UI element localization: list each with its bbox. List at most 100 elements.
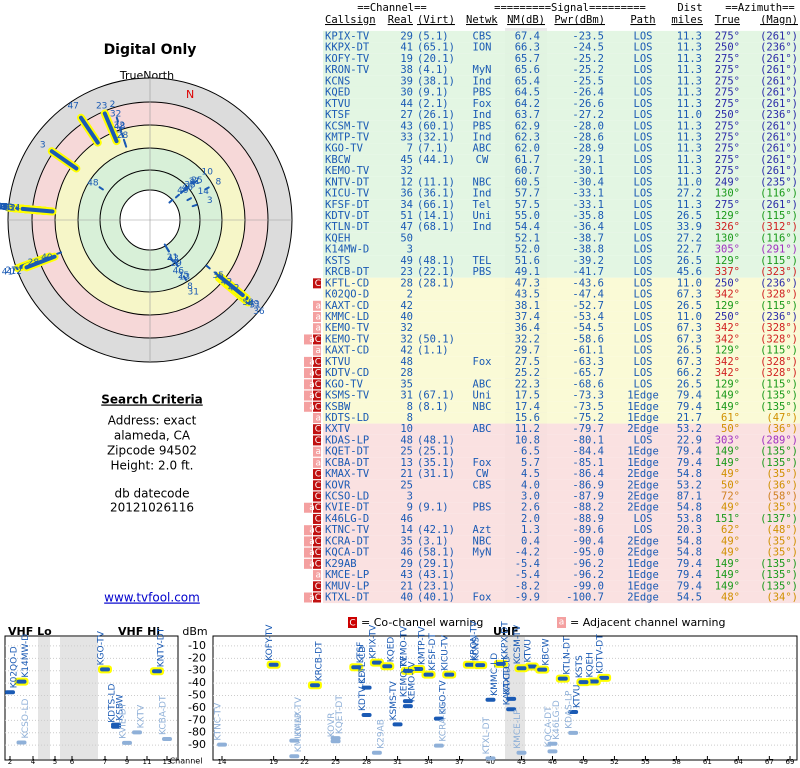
azimuth: 275° [715, 131, 740, 143]
spoke-label: 42 [221, 278, 232, 288]
spoke-label: 28 [117, 131, 129, 141]
network: Azt [473, 524, 492, 536]
azimuth: 149° [715, 569, 740, 581]
spoke-label: 35 [213, 271, 224, 281]
signal-mark [568, 710, 579, 715]
azimuth: 250° [715, 109, 740, 121]
network: NBC [473, 535, 492, 547]
distance: 11.3 [677, 143, 702, 155]
signal-label: KEMO-TV [399, 625, 409, 667]
criteria-heading: Search Criteria [101, 393, 202, 407]
callsign: KICU-TV [325, 188, 370, 200]
magnetic: (261°) [760, 53, 798, 65]
network: Ind [473, 188, 492, 200]
row-bg [323, 42, 800, 54]
row-bg [323, 255, 800, 267]
magnetic: (291°) [760, 244, 798, 256]
power: -88.2 [572, 502, 604, 514]
co-legend: = Co-channel warning [361, 616, 483, 629]
network: Fox [473, 356, 492, 368]
nm: 3.0 [521, 491, 540, 503]
power: -28.6 [572, 131, 604, 143]
distance: 67.3 [677, 333, 702, 345]
warning-box [304, 390, 312, 401]
path: LOS [634, 255, 653, 267]
spoke [204, 186, 210, 191]
header: Netwk [466, 14, 498, 26]
signal-label: KCSM-TV [513, 624, 523, 664]
channel: 3 [407, 244, 413, 256]
spoke-label: 29 [0, 202, 6, 212]
spoke-label: 48 [87, 178, 99, 188]
callsign: KQEH [325, 232, 350, 244]
x-tick-label: 52 [610, 758, 619, 766]
distance: 87.1 [677, 491, 702, 503]
signal-label: KTLN-DT [562, 636, 572, 675]
virtual: (43.1) [417, 569, 455, 581]
band-label: VHF Hi [118, 625, 160, 638]
virtual: (31.1) [417, 468, 455, 480]
azimuth: 72° [721, 491, 740, 503]
nm: 64.2 [515, 98, 540, 110]
magnetic: (137°) [760, 513, 798, 525]
distance: 79.4 [677, 446, 702, 458]
distance: 54.8 [677, 502, 702, 514]
x-tick-label: 34 [424, 758, 433, 766]
signal-mark [392, 722, 403, 727]
callsign: KDTV-DT [325, 210, 370, 222]
azimuth: 342° [715, 367, 740, 379]
row-bg [323, 143, 800, 155]
channel: 8 [407, 412, 413, 424]
signal-mark [495, 661, 506, 666]
signal-mark [423, 672, 434, 677]
spoke [42, 256, 49, 260]
band-label: VHF Lo [8, 625, 52, 638]
distance: 67.3 [677, 289, 702, 301]
spoke-label: 39 [0, 202, 6, 212]
row: KSBW 8 (8.1) NBC 17.4 -73.5 1Edge 79.4 149° (135°… [325, 401, 798, 413]
channel: 2 [407, 289, 413, 301]
callsign: KTLN-DT [325, 221, 370, 233]
row: K29AB 29 (29.1) -5.4 -96.2 1Edge 79.4 149° (135°… [325, 558, 798, 570]
network: MyN [473, 64, 492, 76]
row: KTXL-DT 40 (40.1) Fox -9.9 -100.7 2Edge 54.5 48°… [325, 592, 798, 604]
nm: 10.8 [515, 434, 540, 446]
path: LOS [634, 356, 653, 368]
site-link[interactable]: www.tvfool.com [104, 591, 200, 605]
signal-label: KOVR [327, 713, 337, 738]
signal-label: KICU-TV [441, 634, 451, 670]
warning-box [313, 379, 321, 390]
path: LOS [634, 31, 653, 43]
azimuth: 130° [715, 232, 740, 244]
callsign: KNTV-DT [325, 176, 370, 188]
azimuth: 275° [715, 31, 740, 43]
warning-box [313, 570, 321, 581]
azimuth: 129° [715, 210, 740, 222]
network: ABC [473, 143, 492, 155]
signal-label: KMTP-TV [418, 626, 428, 665]
magnetic: (261°) [760, 199, 798, 211]
magnetic: (261°) [760, 31, 798, 43]
row-bg [323, 378, 800, 390]
row-bg [323, 266, 800, 278]
path: LOS [634, 524, 653, 536]
distance: 11.3 [677, 31, 702, 43]
nm: -9.9 [515, 592, 540, 604]
x-tick-label: 49 [579, 758, 588, 766]
signal-mark [547, 749, 558, 754]
power: -84.4 [572, 446, 604, 458]
row-bg [323, 569, 800, 581]
path: LOS [634, 221, 653, 233]
network: Fox [473, 457, 492, 469]
path: 1Edge [627, 401, 659, 413]
signal-mark [330, 739, 341, 744]
signal-label: KCRA-DT [438, 702, 448, 742]
spoke-label: 32 [114, 121, 125, 131]
signal-mark [100, 667, 110, 672]
path: 1Edge [627, 446, 659, 458]
channel: 13 [400, 457, 413, 469]
header: miles [671, 14, 703, 26]
virtual: (60.1) [417, 120, 455, 132]
signal-mark [268, 662, 279, 667]
